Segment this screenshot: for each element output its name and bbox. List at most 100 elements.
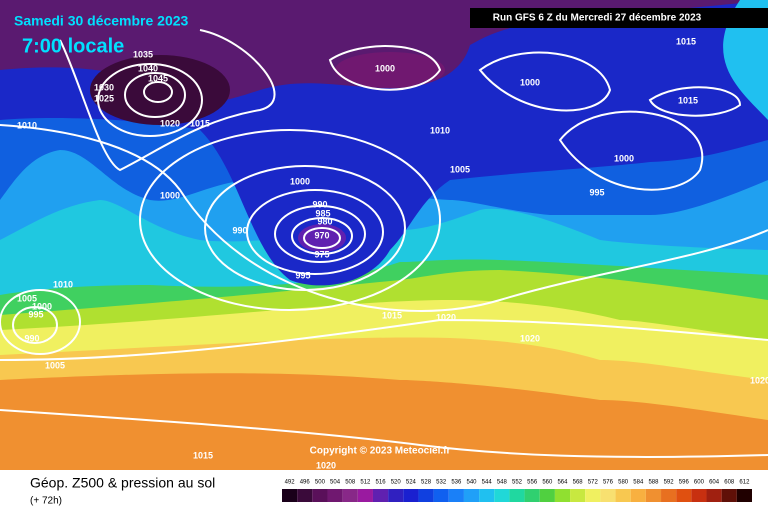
run-info: Run GFS 6 Z du Mercredi 27 décembre 2023	[493, 13, 702, 24]
scale-label: 492	[285, 480, 296, 486]
scale-cell	[282, 489, 298, 502]
scale-cell	[357, 489, 373, 502]
scale-label: 600	[694, 480, 705, 486]
scale-label: 548	[497, 480, 508, 486]
isobar-label: 980	[317, 216, 332, 226]
isobar-label: 1020	[316, 460, 336, 470]
scale-label: 576	[603, 480, 614, 486]
scale-cell	[661, 489, 677, 502]
scale-cell	[554, 489, 571, 502]
scale-label: 528	[421, 480, 432, 486]
scale-label: 572	[588, 480, 599, 486]
isobar-label: 995	[589, 187, 604, 197]
isobar-label: 1015	[190, 118, 210, 128]
isobar-label: 1000	[375, 63, 395, 73]
isobar-label: 1000	[160, 190, 180, 200]
isobar-label: 1005	[450, 164, 470, 174]
isobar-label: 1005	[17, 293, 37, 303]
isobar-label: 1020	[750, 375, 768, 385]
scale-label: 504	[330, 480, 341, 486]
isobar-label: 1000	[290, 176, 310, 186]
isobar-label: 1010	[17, 120, 37, 130]
scale-label: 532	[436, 480, 447, 486]
scale-label: 588	[648, 480, 659, 486]
scale-cell	[312, 489, 328, 502]
isobar-label: 1030	[94, 82, 114, 92]
isobar-label: 1015	[676, 36, 696, 46]
scale-cell	[418, 489, 434, 502]
scale-label: 564	[557, 480, 568, 486]
isobar-label: 1015	[193, 450, 213, 460]
isobar-label: 990	[312, 199, 327, 209]
scale-cell	[509, 489, 525, 502]
scale-label: 524	[406, 480, 417, 486]
isobar-label: 1040	[138, 63, 158, 73]
isobar-label: 990	[232, 225, 247, 235]
scale-label: 540	[467, 480, 478, 486]
scale-cell	[463, 489, 480, 502]
scale-cell	[524, 489, 540, 502]
color-scale: 492 496 500 504 508 512 516 520 524 528 532 536 540 5…	[282, 480, 752, 502]
scale-label: 612	[739, 480, 750, 486]
copyright: Copyright © 2023 Meteociel.fr	[310, 446, 451, 457]
isobar-label: 1035	[133, 49, 153, 59]
scale-cell	[585, 489, 601, 502]
run-box	[470, 8, 768, 28]
scale-cell	[721, 489, 737, 502]
scale-cell	[327, 489, 343, 502]
isobar-label: 1000	[520, 77, 540, 87]
scale-cell	[691, 489, 707, 502]
scale-cell	[403, 489, 419, 502]
isobar-label: 1020	[436, 312, 456, 322]
date: Samedi 30 décembre 2023	[14, 13, 189, 29]
scale-cell	[342, 489, 358, 502]
scale-label: 568	[573, 480, 584, 486]
footer-title: Géop. Z500 & pression au sol	[30, 475, 215, 491]
isobar-label: 985	[315, 208, 330, 218]
scale-cell	[645, 489, 662, 502]
scale-cell	[388, 489, 404, 502]
lead-time: (+ 72h)	[30, 496, 62, 507]
isobars	[0, 29, 768, 458]
scale-label: 556	[527, 480, 538, 486]
isobar-label: 1020	[160, 118, 180, 128]
scale-label: 592	[664, 480, 675, 486]
scale-cell	[736, 489, 752, 502]
isobar-label: 1005	[45, 360, 65, 370]
scale-label: 596	[679, 480, 690, 486]
scale-cell	[706, 489, 722, 502]
scale-label: 496	[300, 480, 311, 486]
isobar-label: 970	[314, 230, 329, 240]
scale-label: 536	[451, 480, 462, 486]
scale-cell	[448, 489, 464, 502]
map-background	[0, 0, 768, 470]
isobar-label: 1025	[94, 93, 114, 103]
scale-label: 516	[376, 480, 387, 486]
isobar-label: 995	[28, 309, 43, 319]
scale-label: 512	[360, 480, 371, 486]
scale-label: 520	[391, 480, 402, 486]
local-time: 7:00 locale	[22, 35, 124, 57]
scale-label: 604	[709, 480, 720, 486]
scale-cell	[630, 489, 646, 502]
scale-cell	[600, 489, 616, 502]
scale-cell	[372, 489, 389, 502]
isobar-label: 1010	[430, 125, 450, 135]
scale-label: 508	[345, 480, 356, 486]
isobar-label: 1000	[614, 153, 634, 163]
isobar-label: 1015	[678, 95, 698, 105]
scale-label: 560	[542, 480, 553, 486]
scale-cell	[676, 489, 692, 502]
isobar-label: 995	[295, 270, 310, 280]
scale-label: 500	[315, 480, 326, 486]
isobar-label: 1015	[382, 310, 402, 320]
scale-cell	[494, 489, 510, 502]
scale-label: 580	[618, 480, 629, 486]
isobar-label: 1010	[53, 279, 73, 289]
isobar-label: 990	[24, 333, 39, 343]
scale-label: 608	[724, 480, 735, 486]
isobar-label: 1020	[520, 333, 540, 343]
